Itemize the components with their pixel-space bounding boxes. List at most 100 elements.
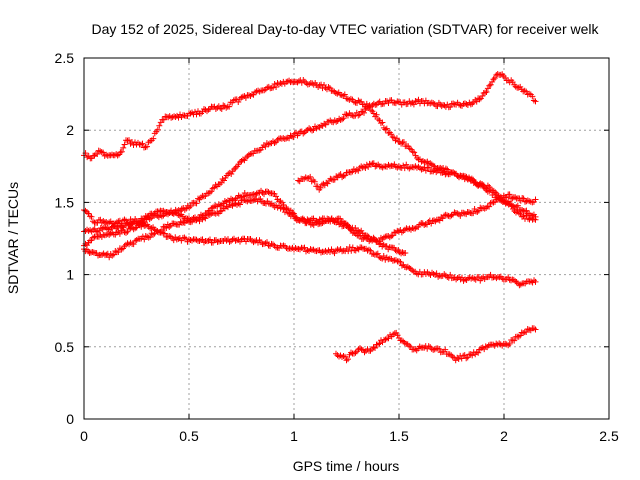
data-point — [256, 147, 263, 154]
data-point — [425, 219, 432, 226]
data-point — [290, 134, 297, 141]
data-point — [314, 183, 321, 190]
data-point — [517, 281, 524, 288]
data-point — [519, 207, 526, 214]
data-point — [449, 169, 456, 176]
data-point — [367, 247, 374, 254]
data-point — [411, 149, 418, 156]
data-point — [417, 165, 423, 172]
data-point — [490, 199, 497, 206]
data-point — [447, 103, 454, 110]
data-point — [106, 219, 113, 226]
data-point — [264, 239, 270, 246]
data-point — [112, 248, 119, 255]
data-point — [97, 148, 104, 155]
data-point — [409, 148, 416, 155]
data-point — [489, 78, 496, 85]
data-point — [469, 352, 476, 359]
data-point — [160, 116, 167, 123]
data-point — [85, 227, 92, 234]
data-point — [394, 98, 401, 105]
data-point — [195, 195, 202, 202]
data-point — [362, 165, 369, 172]
data-point — [422, 167, 429, 174]
data-point — [379, 119, 386, 126]
data-point — [292, 244, 299, 251]
data-point — [373, 251, 380, 258]
data-point — [457, 212, 464, 219]
data-point — [172, 114, 179, 121]
data-point — [343, 357, 350, 364]
data-point — [325, 83, 332, 90]
data-point — [460, 277, 467, 284]
data-point — [189, 237, 195, 244]
data-point — [277, 80, 284, 87]
data-point — [166, 224, 173, 231]
data-point — [237, 159, 244, 166]
data-point — [526, 198, 533, 205]
data-point — [375, 99, 382, 106]
data-point — [474, 208, 481, 215]
data-point — [464, 354, 471, 361]
data-point — [85, 210, 92, 217]
data-point — [430, 100, 437, 107]
data-point — [482, 89, 489, 96]
data-point — [250, 197, 257, 204]
data-point — [532, 326, 539, 333]
data-point — [394, 332, 401, 339]
data-point — [388, 233, 395, 240]
data-point — [114, 152, 121, 159]
series-trace-e — [81, 195, 409, 261]
data-point — [336, 247, 343, 254]
data-point — [359, 108, 366, 115]
data-point — [385, 130, 392, 136]
data-point — [281, 135, 288, 142]
data-point — [88, 213, 95, 220]
data-point — [138, 223, 145, 230]
data-point — [337, 220, 344, 227]
data-point — [231, 166, 238, 173]
data-point — [376, 340, 383, 347]
data-point — [479, 93, 486, 100]
data-point — [130, 241, 137, 248]
data-point — [293, 129, 300, 136]
data-point — [460, 209, 467, 216]
data-point — [235, 200, 242, 207]
data-point — [148, 225, 155, 232]
data-point — [103, 251, 110, 258]
data-point — [382, 126, 389, 133]
data-point — [487, 81, 494, 88]
data-point — [154, 126, 161, 133]
data-point — [532, 278, 539, 285]
data-point — [103, 225, 110, 232]
data-point — [141, 236, 148, 243]
data-point — [104, 231, 111, 238]
data-point — [415, 96, 422, 103]
x-tick-label: 2.5 — [599, 428, 619, 444]
data-point — [161, 230, 168, 237]
data-point — [232, 164, 239, 171]
data-point — [211, 184, 218, 191]
data-point — [410, 101, 417, 108]
data-point — [313, 248, 320, 255]
data-point — [322, 121, 329, 128]
data-point — [311, 178, 318, 185]
chart-title: Day 152 of 2025, Sidereal Day-to-day VTE… — [91, 21, 599, 37]
data-point — [438, 103, 445, 110]
data-point — [455, 173, 462, 180]
data-point — [139, 140, 146, 147]
data-point — [124, 137, 131, 144]
data-point — [338, 92, 345, 99]
data-point — [393, 248, 400, 255]
data-point — [509, 337, 516, 344]
y-tick-label: 0 — [66, 411, 74, 427]
data-point — [448, 212, 455, 219]
data-point — [414, 155, 421, 162]
data-point — [183, 205, 190, 212]
data-point — [377, 240, 384, 247]
data-point — [365, 103, 372, 110]
data-point — [356, 228, 363, 235]
data-point — [514, 202, 521, 209]
data-point — [247, 151, 254, 158]
